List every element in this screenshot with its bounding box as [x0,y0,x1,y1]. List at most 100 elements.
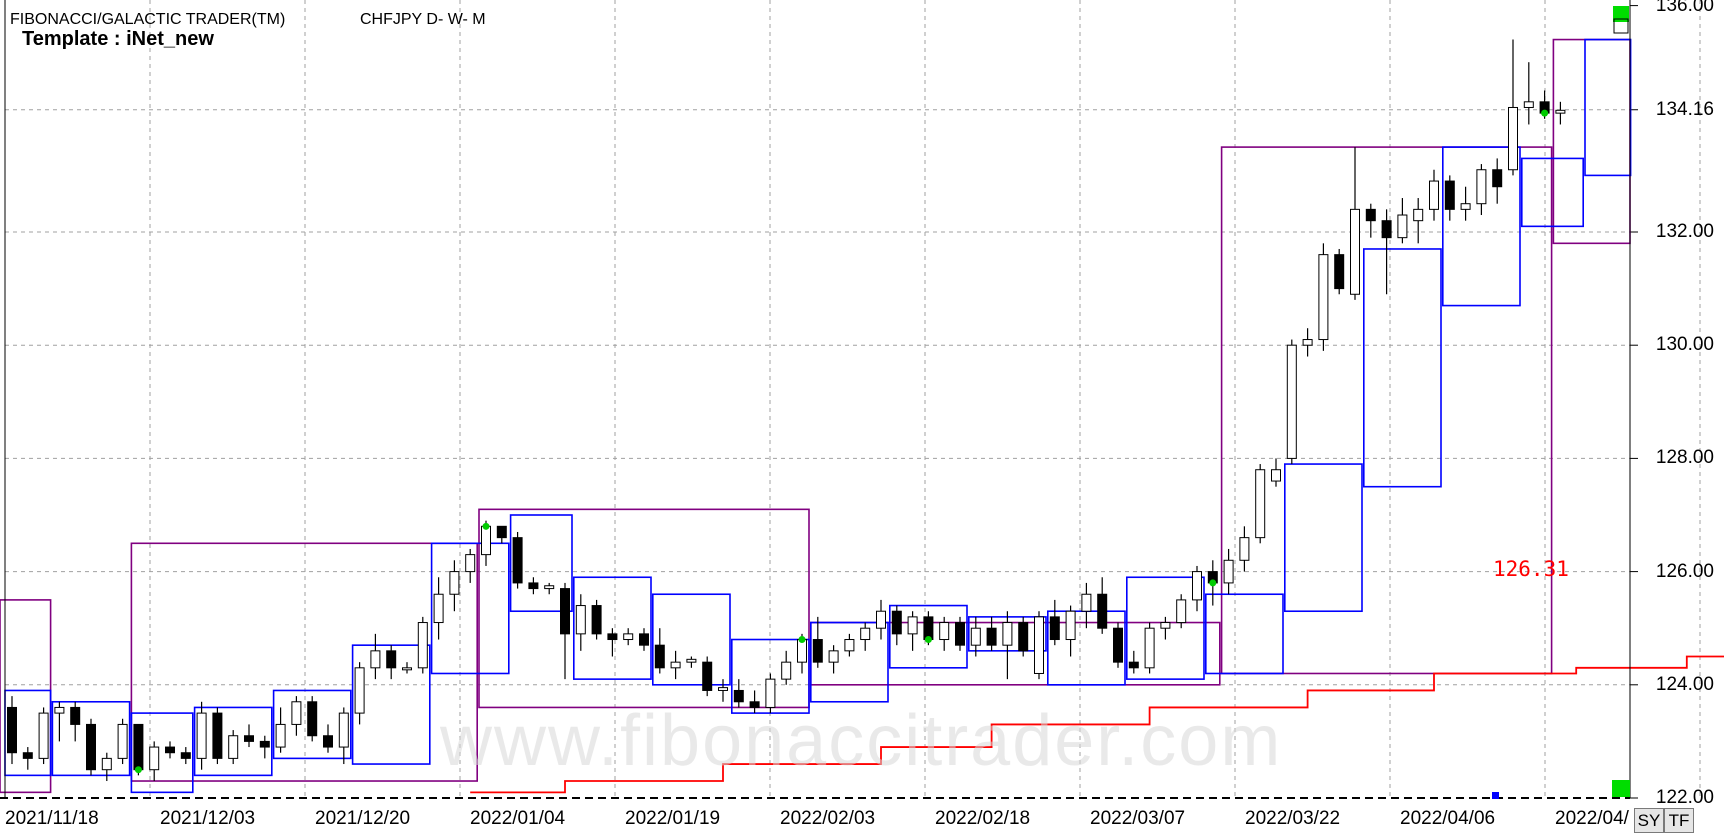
y-tick-label: 132.00 [1655,221,1714,242]
candle-body [101,757,112,771]
corner-box-icon[interactable] [1613,18,1629,34]
candle-body [591,605,602,635]
candle-body [544,585,555,590]
y-tick-label: 126.00 [1655,560,1714,582]
candle-body [180,752,191,759]
candle-body [1444,180,1455,210]
candle-body [1429,180,1439,210]
candle-body [749,701,760,708]
x-tick-label: 2022/01/04 [470,808,566,829]
candle-body [481,525,491,556]
candle-body [165,746,175,754]
candle-body [1318,254,1329,341]
candle-body [670,661,681,669]
blue-marker [1492,792,1499,799]
candle-body [402,667,412,671]
daily-box [572,576,652,680]
candle-body [1381,220,1392,239]
app-title: FIBONACCI/GALACTIC TRADER(TM) [10,11,286,28]
candle-body [1271,469,1281,482]
candle-body [1239,537,1250,561]
daily-box [651,593,731,686]
candle-body [575,605,586,635]
x-tick-label: 2022/02/03 [780,808,876,829]
candle-body [417,622,428,669]
candle-body [1413,208,1424,222]
candle-body [244,735,254,742]
candle-body [291,701,302,725]
daily-box [1363,248,1442,488]
candle-body [1097,593,1108,629]
candle-body [1476,169,1487,205]
candle-body [133,723,144,771]
candle-body [686,658,697,663]
candle-body [1555,109,1566,114]
x-tick-label: 2021/11/18 [5,808,99,829]
green-marker [924,636,932,644]
green-marker [1209,579,1217,587]
candle-body [1192,571,1202,601]
y-tick-label: 122.00 [1655,787,1714,808]
candle-body [733,689,744,703]
corner-marker-bottom [1612,780,1630,797]
candle-body [702,661,713,691]
candle-body [1065,610,1076,641]
candle-body [54,706,65,714]
daily-box [1584,38,1632,177]
daily-box [809,621,889,703]
candle-body [986,627,997,646]
candle-body [1492,169,1503,188]
candle-body [117,723,128,759]
candle-body [939,622,950,641]
candle-body [1034,616,1044,674]
daily-box [130,712,194,794]
candle-body [781,661,792,680]
weekly-box [130,542,478,782]
x-tick-label: 2022/03/07 [1090,808,1186,829]
x-tick-label: 2022/04/06 [1400,808,1496,829]
candle-body [812,639,823,663]
daily-box [51,700,131,777]
symbol-line: CHFJPY D- W- M [360,11,486,28]
candle-body [323,735,333,748]
y-tick-label: 130.00 [1655,334,1714,356]
candle-body [1128,661,1139,669]
candle-body [1081,593,1092,612]
candle-body [338,712,349,748]
candle-body [512,537,523,584]
candle-body [1160,622,1171,629]
daily-box [193,706,273,777]
corner-marker-top [1613,6,1629,22]
candle-body [38,712,49,759]
x-tick-label: 2022/01/19 [625,808,721,829]
candle-body [907,616,918,635]
candle-body [765,678,776,708]
candle-body [1113,627,1123,663]
candle-body [354,667,365,714]
green-marker [1541,109,1549,117]
daily-box [1126,576,1205,680]
candle-body [1049,616,1060,641]
daily-box [272,689,352,760]
candle-body [1460,203,1471,210]
candle-body [654,644,665,669]
candle-body [70,706,81,725]
candle-body [212,712,223,759]
x-tick-label: 2022/03/22 [1245,808,1341,829]
candle-body [7,706,17,754]
candle-body [560,588,570,635]
green-marker [798,636,806,644]
plot-background [0,0,1630,832]
candle-body [465,554,476,573]
tf-button[interactable]: TF [1664,808,1694,833]
candle-body [1350,208,1360,295]
x-tick-label: 2021/12/20 [315,808,411,829]
candle-body [1002,622,1013,646]
sy-button[interactable]: SY [1634,808,1664,833]
candle-body [1302,339,1313,346]
candle-body [1286,344,1297,459]
candles [7,39,1566,782]
candle-body [970,627,981,646]
x-tick-label: 2022/02/18 [935,808,1031,829]
